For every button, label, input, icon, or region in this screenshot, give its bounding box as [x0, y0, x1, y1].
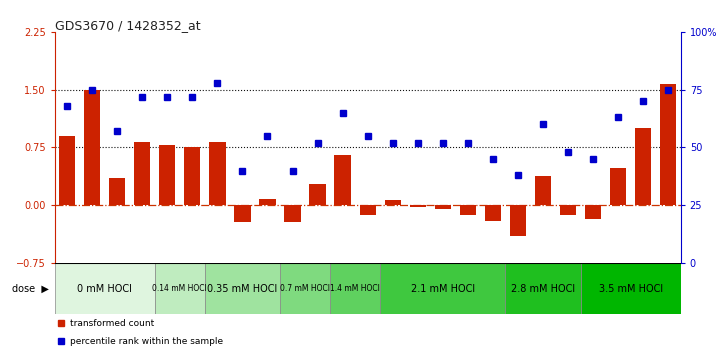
Bar	[55, 263, 155, 314]
Bar	[535, 176, 551, 205]
Bar	[384, 200, 401, 205]
Text: 1.4 mM HOCl: 1.4 mM HOCl	[331, 284, 380, 293]
Bar	[309, 184, 325, 205]
Text: GDS3670 / 1428352_at: GDS3670 / 1428352_at	[55, 19, 200, 32]
Bar	[155, 263, 205, 314]
Bar	[159, 145, 175, 205]
Text: dose  ▶: dose ▶	[12, 284, 49, 294]
Bar	[84, 90, 100, 205]
Bar	[330, 263, 380, 314]
Bar	[205, 263, 280, 314]
Bar	[360, 205, 376, 215]
Bar	[635, 128, 652, 205]
Text: 0.14 mM HOCl: 0.14 mM HOCl	[152, 284, 207, 293]
Bar	[280, 263, 330, 314]
Bar	[410, 205, 426, 207]
Text: 2.1 mM HOCl: 2.1 mM HOCl	[411, 284, 475, 294]
Bar	[285, 205, 301, 222]
Bar	[59, 136, 75, 205]
Bar	[259, 199, 276, 205]
Bar	[334, 155, 351, 205]
Bar	[510, 205, 526, 236]
Bar	[435, 205, 451, 209]
Bar	[209, 142, 226, 205]
Bar	[585, 205, 601, 219]
Text: 3.5 mM HOCl: 3.5 mM HOCl	[598, 284, 662, 294]
Text: 0 mM HOCl: 0 mM HOCl	[77, 284, 132, 294]
Text: 0.7 mM HOCl: 0.7 mM HOCl	[280, 284, 330, 293]
Text: transformed count: transformed count	[71, 319, 154, 328]
Bar	[459, 205, 476, 215]
Bar	[660, 84, 676, 205]
Text: 2.8 mM HOCl: 2.8 mM HOCl	[511, 284, 575, 294]
Bar	[380, 263, 505, 314]
Bar	[134, 142, 151, 205]
Bar	[580, 263, 681, 314]
Bar	[109, 178, 125, 205]
Bar	[560, 205, 576, 215]
Bar	[184, 148, 200, 205]
Bar	[505, 263, 580, 314]
Text: 0.35 mM HOCl: 0.35 mM HOCl	[207, 284, 277, 294]
Bar	[610, 168, 626, 205]
Bar	[234, 205, 250, 222]
Bar	[485, 205, 501, 221]
Text: percentile rank within the sample: percentile rank within the sample	[71, 337, 223, 346]
